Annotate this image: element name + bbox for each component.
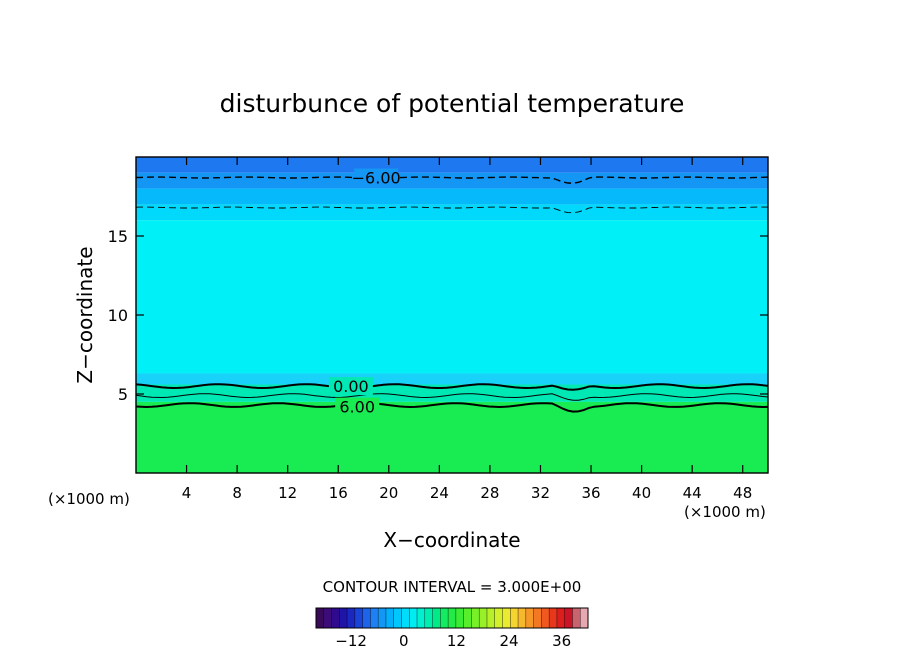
x-tick-label-4: 4 (182, 484, 192, 502)
colorbar-cell-7 (370, 608, 379, 628)
x-tick-label-8: 8 (232, 484, 242, 502)
colorbar-cell-4 (347, 608, 356, 628)
colorbar-cell-6 (362, 608, 371, 628)
x-tick-label-12: 12 (278, 484, 297, 502)
colorbar-cell-14 (424, 608, 434, 628)
contour-label-1: 0.00 (333, 377, 369, 396)
colorbar-cell-10 (393, 608, 402, 628)
colorbar-cell-2 (331, 608, 340, 628)
colorbar-cell-23 (494, 608, 504, 628)
y-tick-label-15: 15 (108, 227, 128, 246)
contour-interval-note: CONTOUR INTERVAL = 3.000E+00 (323, 578, 582, 596)
fill-band-5 (136, 373, 768, 385)
x-axis: 4 8 12 16 20 24 28 32 36 40 44 48 (182, 157, 752, 502)
colorbar-cell-16 (440, 608, 449, 628)
colorbar-cell-32 (564, 608, 573, 628)
colorbar-cell-13 (417, 608, 426, 628)
colorbar-cell-31 (556, 608, 566, 628)
colorbar-cell-29 (541, 608, 550, 628)
colorbar-cell-30 (549, 608, 558, 628)
contour-label-bg-1 (328, 377, 373, 396)
colorbar-cell-17 (448, 608, 457, 628)
fill-band-0 (136, 157, 768, 173)
colorbar-tick-label-0: 0 (399, 632, 409, 650)
chart-title: disturbunce of potential temperature (220, 89, 685, 118)
colorbar-cell-1 (323, 608, 333, 628)
colorbar-cell-22 (486, 608, 496, 628)
colorbar-tick-label-24: 24 (499, 632, 518, 650)
colorbar-tick-label-12: 12 (447, 632, 466, 650)
x-tick-label-32: 32 (531, 484, 550, 502)
colorbar-cell-8 (378, 608, 387, 628)
colorbar-cell-0 (316, 608, 325, 628)
contour-line-1 (136, 206, 768, 214)
y-tick-label-5: 5 (118, 385, 128, 404)
contour-line-2 (136, 383, 768, 391)
colorbar-frame (315, 607, 589, 629)
fill-band-4 (136, 220, 768, 374)
colorbar-cell-34 (580, 608, 589, 628)
x-tick-label-20: 20 (379, 484, 398, 502)
contour-label-bg-2 (335, 397, 380, 416)
fill-band-7 (136, 401, 768, 473)
x-unit-label-right: (×1000 m) (684, 503, 766, 521)
contour-line-4 (136, 402, 768, 413)
x-tick-label-44: 44 (683, 484, 702, 502)
colorbar-cell-9 (385, 608, 395, 628)
x-tick-label-24: 24 (430, 484, 449, 502)
y-axis: 5 10 15 (108, 227, 768, 404)
y-axis-label: Z−coordinate (73, 246, 97, 383)
colorbar-cell-25 (510, 608, 519, 628)
colorbar-cell-33 (572, 608, 581, 628)
x-tick-label-16: 16 (329, 484, 348, 502)
colorbar-cell-3 (339, 608, 348, 628)
colorbar-cell-15 (432, 608, 441, 628)
colorbar-cell-18 (455, 608, 465, 628)
colorbar-tick-label-36: 36 (552, 632, 571, 650)
colorbar-cell-19 (463, 608, 472, 628)
x-tick-label-28: 28 (480, 484, 499, 502)
contour-label-bg-0 (354, 168, 399, 187)
colorbar-cell-20 (471, 608, 480, 628)
colorbar-cell-24 (502, 608, 511, 628)
colorbar-cell-11 (401, 608, 410, 628)
contour-label-0: −6.00 (352, 169, 401, 188)
contour-label-2: 6.00 (339, 398, 375, 417)
fill-band-2 (136, 188, 768, 205)
x-axis-label: X−coordinate (383, 528, 520, 552)
contour-line-0 (136, 176, 768, 184)
fill-band-3 (136, 204, 768, 221)
colorbar-cell-21 (479, 608, 488, 628)
x-tick-label-36: 36 (581, 484, 600, 502)
colorbar-tick-label--12: −12 (335, 632, 367, 650)
x-tick-label-48: 48 (733, 484, 752, 502)
colorbar: −12 0 12 24 36 (315, 607, 589, 650)
colorbar-cell-27 (525, 608, 535, 628)
x-tick-label-40: 40 (632, 484, 651, 502)
colorbar-cell-26 (518, 608, 527, 628)
y-tick-label-10: 10 (108, 306, 128, 325)
colorbar-cell-5 (354, 608, 364, 628)
contour-line-3 (136, 393, 768, 401)
colorbar-cell-28 (533, 608, 542, 628)
x-unit-label-left: (×1000 m) (48, 490, 130, 508)
colorbar-cell-12 (409, 608, 418, 628)
plot-area: −6.00 0.00 6.00 (136, 157, 768, 473)
fill-band-1 (136, 172, 768, 189)
